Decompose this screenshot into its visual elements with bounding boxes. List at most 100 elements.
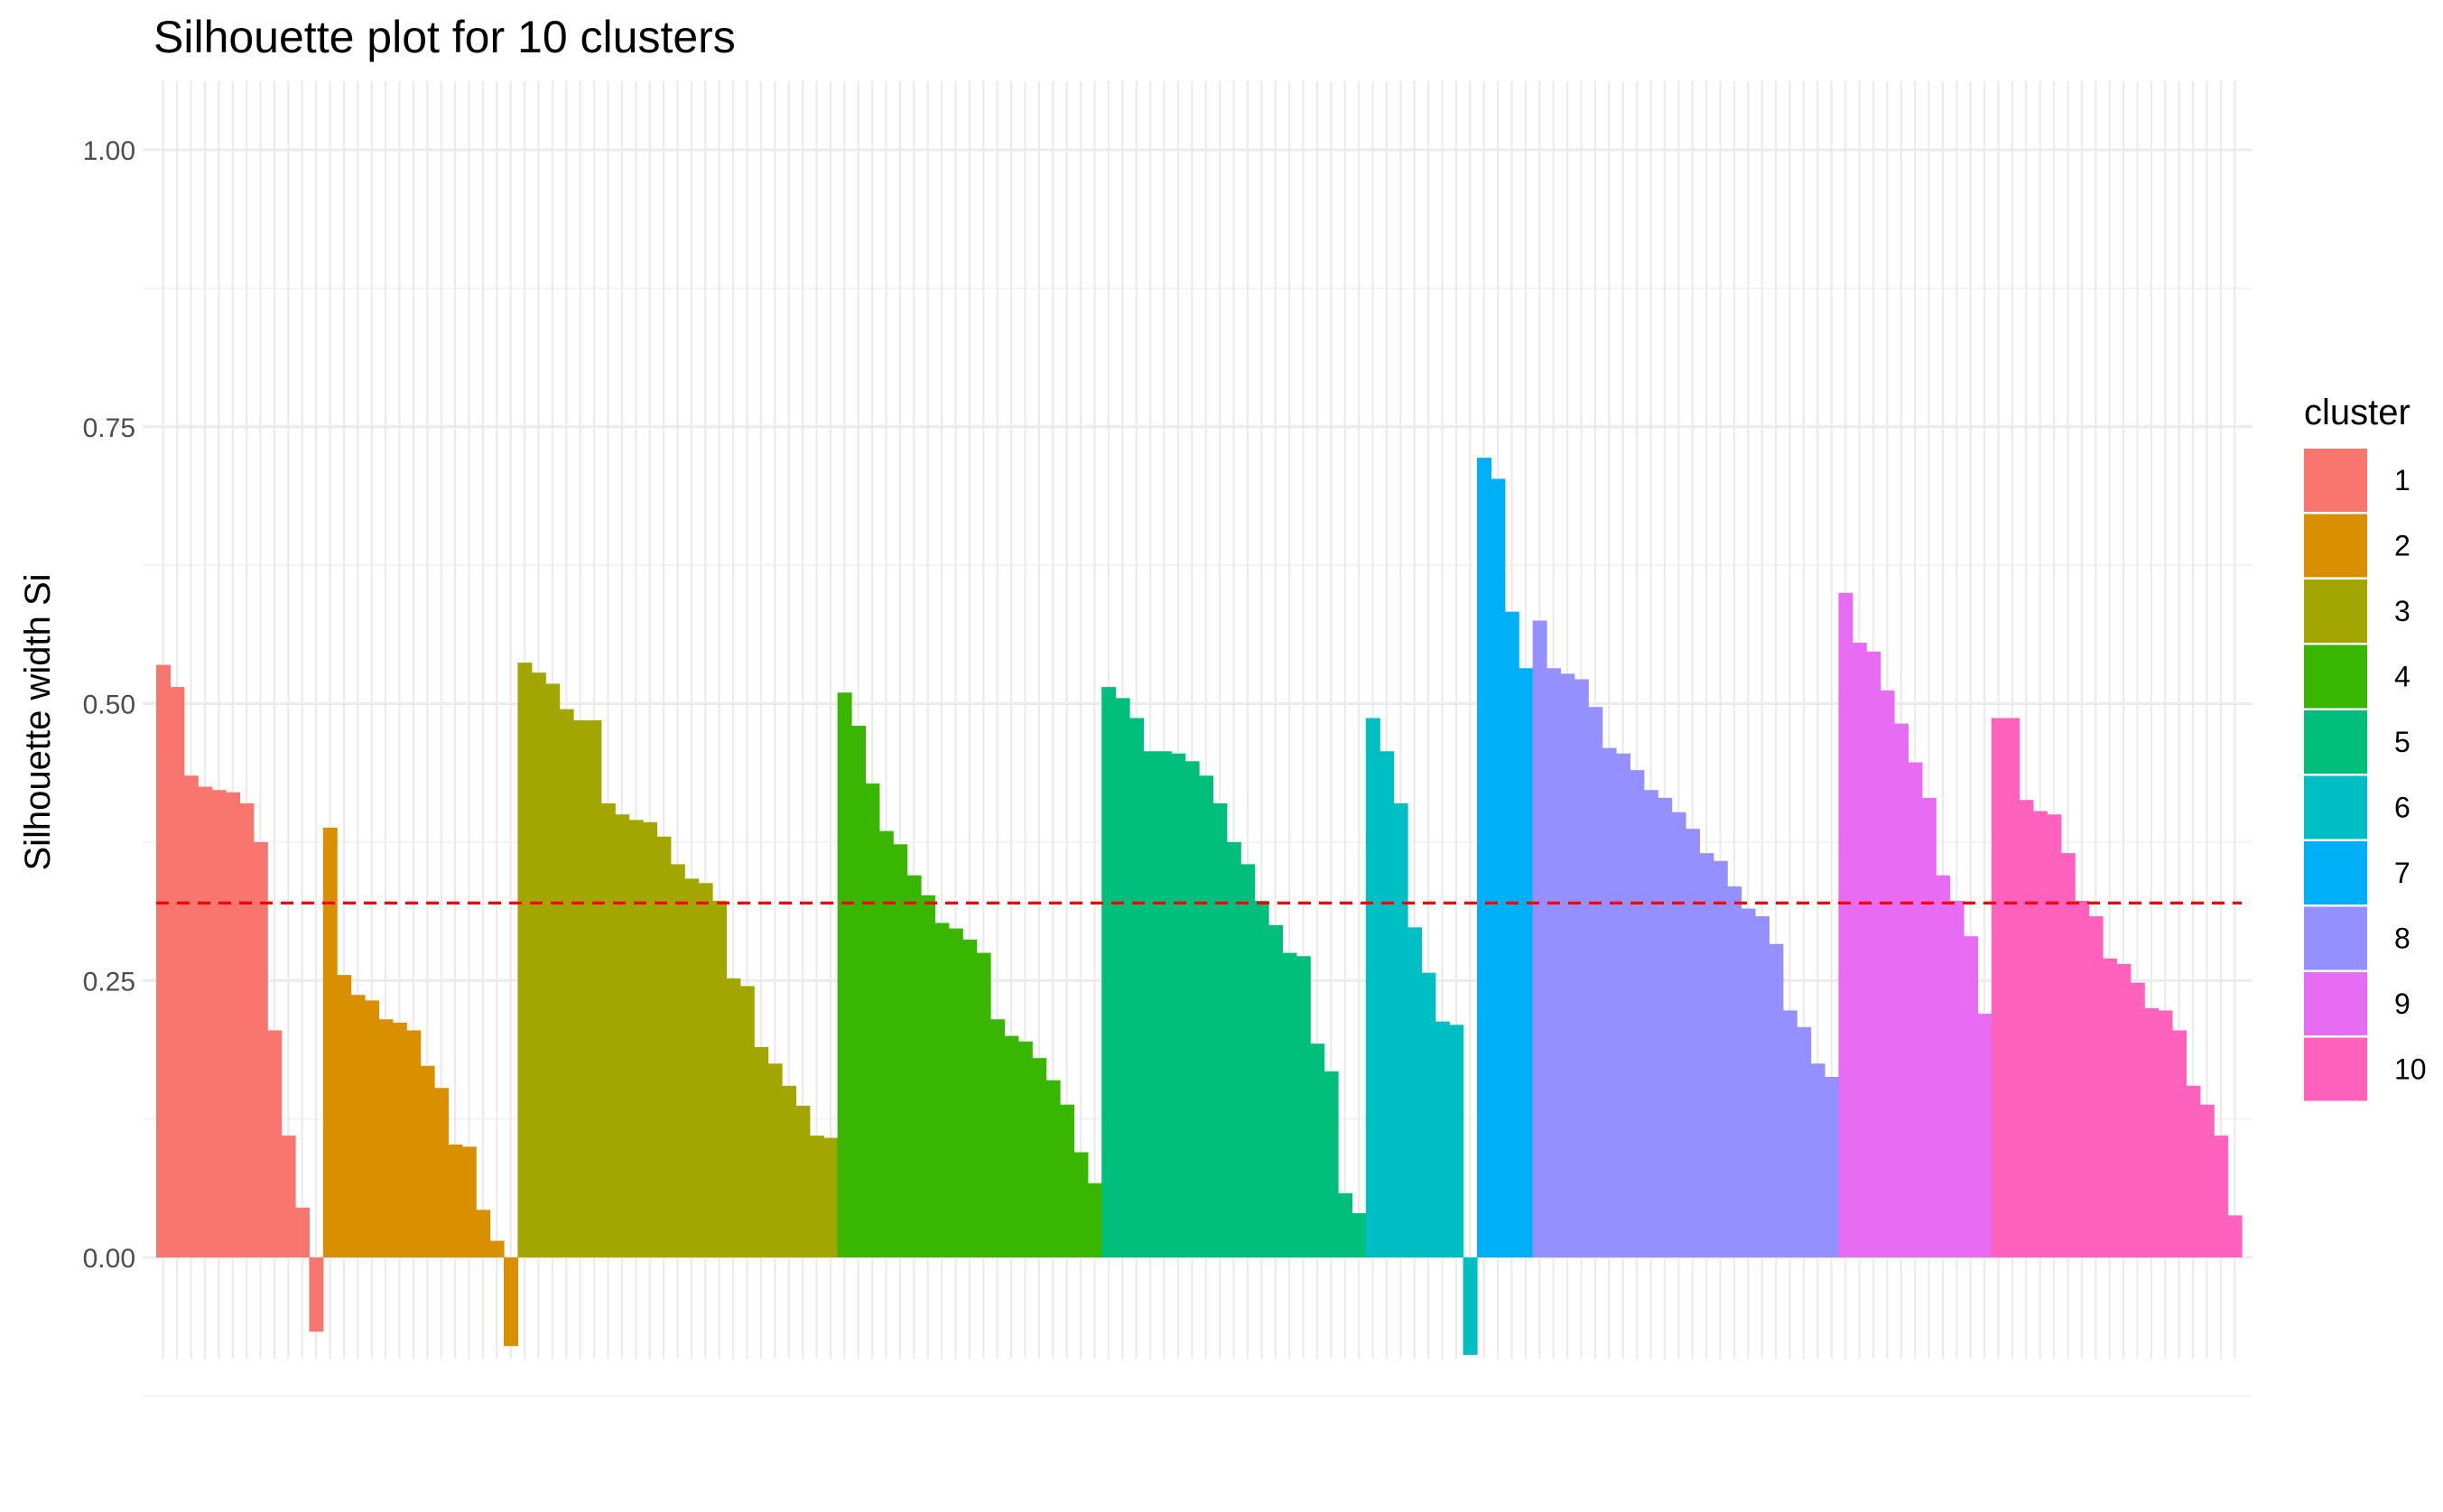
silhouette-bar xyxy=(448,1144,463,1257)
silhouette-bar xyxy=(504,1257,518,1347)
legend-key xyxy=(2304,906,2367,970)
silhouette-bar xyxy=(531,673,546,1257)
silhouette-bar xyxy=(1184,761,1200,1257)
silhouette-bar xyxy=(2227,1215,2243,1257)
y-tick-label: 0.75 xyxy=(83,413,135,443)
silhouette-bar xyxy=(1838,592,1853,1257)
silhouette-bar xyxy=(322,827,338,1257)
legend-label: 3 xyxy=(2394,595,2410,627)
silhouette-bar xyxy=(726,978,741,1257)
legend-key xyxy=(2304,972,2367,1035)
silhouette-bar xyxy=(2088,916,2104,1257)
silhouette-bar xyxy=(1379,751,1395,1257)
silhouette-bar xyxy=(1949,900,1965,1257)
silhouette-bar xyxy=(545,683,561,1257)
silhouette-bar xyxy=(1407,927,1422,1257)
silhouette-bar xyxy=(893,844,908,1257)
silhouette-bar xyxy=(1421,972,1436,1257)
silhouette-bar xyxy=(517,663,533,1257)
silhouette-bar xyxy=(156,664,171,1257)
y-axis-label: Silhouette width Si xyxy=(18,573,58,870)
silhouette-bar xyxy=(1574,679,1589,1257)
silhouette-bar xyxy=(684,878,700,1257)
legend-label: 10 xyxy=(2394,1053,2427,1086)
y-tick-label: 0.50 xyxy=(83,691,135,720)
silhouette-bar xyxy=(1504,611,1519,1257)
silhouette-bar xyxy=(1797,1026,1812,1257)
silhouette-bar xyxy=(1491,478,1506,1257)
silhouette-bar xyxy=(698,883,713,1257)
silhouette-bar xyxy=(1616,753,1630,1257)
silhouette-bar xyxy=(600,802,616,1257)
y-tick-label: 0.00 xyxy=(83,1244,135,1274)
silhouette-bar xyxy=(587,719,602,1257)
legend-key xyxy=(2304,710,2367,774)
silhouette-bar xyxy=(1143,751,1158,1257)
silhouette-bar xyxy=(1073,1152,1089,1257)
silhouette-bar xyxy=(559,709,574,1257)
silhouette-bar xyxy=(1310,1044,1325,1257)
legend-key xyxy=(2304,775,2367,839)
silhouette-bar xyxy=(1602,747,1617,1257)
legend-label: 4 xyxy=(2394,661,2410,693)
silhouette-bar xyxy=(420,1065,435,1257)
y-tick-label: 0.25 xyxy=(83,967,135,997)
silhouette-bar xyxy=(2005,718,2020,1257)
silhouette-bar xyxy=(1032,1058,1047,1257)
silhouette-bar xyxy=(1991,718,2006,1257)
silhouette-bar xyxy=(1769,943,1784,1257)
legend-label: 5 xyxy=(2394,726,2410,758)
silhouette-bar xyxy=(837,692,852,1257)
silhouette-bar xyxy=(1699,853,1714,1257)
silhouette-bar xyxy=(392,1022,407,1257)
silhouette-bar xyxy=(1630,770,1645,1257)
legend-label: 1 xyxy=(2394,464,2410,496)
silhouette-bar xyxy=(281,1136,296,1257)
silhouette-bar xyxy=(1782,1010,1797,1257)
silhouette-bar xyxy=(948,928,963,1257)
silhouette-bar xyxy=(976,952,991,1257)
silhouette-bar xyxy=(461,1146,477,1257)
silhouette-bar xyxy=(1129,718,1144,1257)
silhouette-bar xyxy=(378,1019,394,1257)
silhouette-bar xyxy=(183,775,199,1257)
legend-label: 8 xyxy=(2394,923,2410,955)
silhouette-bar xyxy=(643,821,657,1257)
silhouette-bar xyxy=(1240,864,1256,1257)
silhouette-bar xyxy=(906,875,922,1257)
silhouette-bar xyxy=(1226,841,1241,1257)
legend-key xyxy=(2304,449,2367,512)
silhouette-bar xyxy=(1741,908,1756,1257)
silhouette-bar xyxy=(295,1207,310,1257)
silhouette-bar xyxy=(2144,1007,2160,1257)
silhouette-bar xyxy=(754,1046,769,1257)
silhouette-bar xyxy=(795,1105,811,1257)
silhouette-bar xyxy=(1060,1104,1074,1257)
silhouette-bar xyxy=(1727,886,1742,1257)
silhouette-bar xyxy=(1686,829,1700,1257)
silhouette-bar xyxy=(767,1063,783,1257)
silhouette-bar xyxy=(1560,673,1575,1257)
silhouette-bar xyxy=(309,1257,324,1332)
legend-key xyxy=(2304,841,2367,904)
silhouette-bar xyxy=(1643,790,1658,1257)
silhouette-bar xyxy=(615,814,630,1257)
silhouette-bar xyxy=(670,864,685,1257)
silhouette-bar xyxy=(1045,1080,1061,1257)
silhouette-bar xyxy=(239,802,255,1257)
silhouette-bar xyxy=(1352,1212,1367,1257)
silhouette-bar xyxy=(337,975,352,1257)
silhouette-bar xyxy=(2019,800,2034,1257)
silhouette-bar xyxy=(489,1240,505,1257)
silhouette-bar xyxy=(2158,1010,2173,1257)
silhouette-bar xyxy=(1393,802,1408,1257)
silhouette-bar xyxy=(1324,1071,1339,1257)
silhouette-bar xyxy=(1977,1014,1992,1257)
silhouette-bar xyxy=(1296,956,1311,1257)
legend-label: 9 xyxy=(2394,988,2410,1020)
silhouette-bar xyxy=(921,895,935,1257)
silhouette-bar xyxy=(656,836,672,1257)
silhouette-bar xyxy=(934,923,950,1257)
silhouette-bar xyxy=(2103,958,2117,1257)
silhouette-bar xyxy=(1852,643,1867,1257)
